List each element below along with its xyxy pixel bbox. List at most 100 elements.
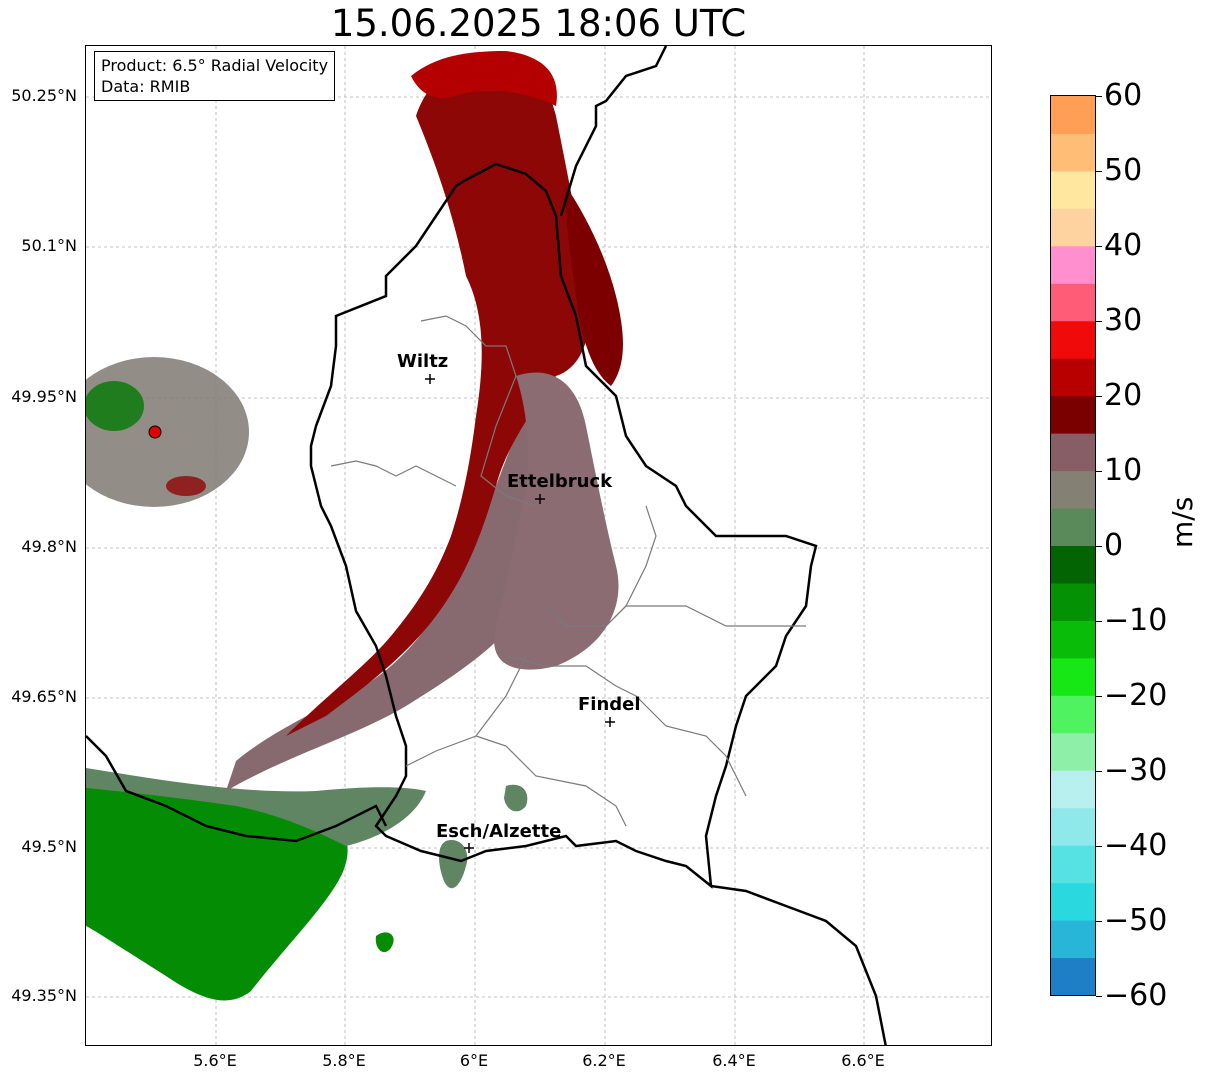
colorbar-tick-mark	[1096, 96, 1102, 97]
colorbar-band	[1051, 395, 1095, 434]
radar-echoes	[86, 51, 623, 1001]
colorbar-band	[1051, 433, 1095, 472]
colorbar-tick-label: −20	[1104, 678, 1168, 713]
echo-red-north	[411, 51, 557, 106]
colorbar-tick-mark	[1096, 396, 1102, 397]
echo-greygreen-southwest	[86, 768, 426, 846]
colorbar-band	[1051, 133, 1095, 172]
colorbar-tick-mark	[1096, 246, 1102, 247]
colorbar-band	[1051, 620, 1095, 659]
colorbar-unit: m/s	[1166, 496, 1199, 548]
colorbar-band	[1051, 283, 1095, 322]
x-tick-label: 6°E	[459, 1051, 489, 1070]
colorbar-tick-label: 40	[1104, 228, 1143, 263]
echo-grey-east	[494, 372, 619, 670]
x-tick-label: 6.6°E	[841, 1051, 885, 1070]
city-label-findel: Findel	[578, 694, 641, 715]
colorbar-tick-label: −40	[1104, 828, 1168, 863]
colorbar-band	[1051, 695, 1095, 734]
echo-patch-esch	[439, 840, 468, 889]
colorbar-tick-label: 50	[1104, 153, 1143, 188]
city-label-ettelbruck: Ettelbruck	[507, 471, 613, 492]
colorbar-tick-label: 0	[1104, 528, 1124, 563]
colorbar-band	[1051, 807, 1095, 846]
colorbar-tick-mark	[1096, 546, 1102, 547]
colorbar-tick-label: −10	[1104, 603, 1168, 638]
colorbar-tick-label: 10	[1104, 453, 1143, 488]
city-marker-wiltz	[425, 374, 435, 384]
colorbar-band	[1051, 96, 1095, 134]
city-marker-esch	[464, 843, 474, 853]
canton-borders	[330, 315, 806, 827]
colorbar-tick-mark	[1096, 846, 1102, 847]
colorbar-band	[1051, 770, 1095, 809]
city-markers	[425, 374, 615, 853]
colorbar-tick-label: −50	[1104, 903, 1168, 938]
colorbar-tick-mark	[1096, 621, 1102, 622]
colorbar-tick-mark	[1096, 471, 1102, 472]
echo-darkred-arc	[286, 60, 590, 736]
country-border-luxembourg	[309, 162, 818, 889]
x-tick-label: 6.2°E	[582, 1051, 626, 1070]
colorbar-gradient	[1051, 96, 1095, 995]
colorbar-tick-mark	[1096, 696, 1102, 697]
colorbar	[1050, 95, 1096, 996]
colorbar-tick-mark	[1096, 321, 1102, 322]
colorbar-tick-label: −30	[1104, 753, 1168, 788]
colorbar-tick-label: 30	[1104, 303, 1143, 338]
echo-maroon-east	[565, 186, 623, 386]
colorbar-tick-mark	[1096, 921, 1102, 922]
colorbar-tick-mark	[1096, 996, 1102, 997]
echo-radar-site-red	[166, 476, 206, 496]
colorbar-band	[1051, 170, 1095, 209]
colorbar-band	[1051, 470, 1095, 509]
y-tick-label: 49.8°N	[21, 537, 77, 556]
colorbar-tick-label: 20	[1104, 378, 1143, 413]
border-southeast	[710, 884, 887, 1045]
colorbar-band	[1051, 657, 1095, 696]
colorbar-band	[1051, 508, 1095, 546]
data-source-label: Data: RMIB	[101, 77, 191, 96]
colorbar-band	[1051, 920, 1095, 959]
radar-canvas	[86, 46, 991, 1045]
colorbar-band	[1051, 882, 1095, 921]
y-tick-label: 49.65°N	[11, 687, 77, 706]
colorbar-band	[1051, 732, 1095, 771]
y-tick-label: 50.25°N	[11, 86, 77, 105]
border-west-south	[86, 735, 388, 843]
echo-patch-findel	[504, 784, 528, 812]
colorbar-band	[1051, 582, 1095, 621]
echo-radar-site-green	[86, 381, 144, 431]
x-tick-label: 5.8°E	[322, 1051, 366, 1070]
colorbar-tick-mark	[1096, 171, 1102, 172]
colorbar-band	[1051, 957, 1095, 995]
colorbar-tick-label: 60	[1104, 78, 1143, 113]
map-title: 15.06.2025 18:06 UTC	[330, 2, 747, 45]
x-tick-label: 6.4°E	[712, 1051, 756, 1070]
colorbar-band	[1051, 845, 1095, 884]
city-marker-findel	[605, 717, 615, 727]
y-tick-label: 49.35°N	[11, 986, 77, 1005]
colorbar-band	[1051, 208, 1095, 247]
borders	[86, 46, 887, 1045]
x-tick-label: 5.6°E	[193, 1051, 237, 1070]
city-label-wiltz: Wiltz	[397, 351, 449, 372]
echo-green-southwest	[86, 776, 348, 1001]
colorbar-band	[1051, 358, 1095, 397]
colorbar-band	[1051, 320, 1095, 359]
product-label: Product: 6.5° Radial Velocity	[101, 56, 329, 75]
colorbar-band	[1051, 545, 1095, 584]
y-tick-label: 49.5°N	[21, 837, 77, 856]
radar-map[interactable]	[85, 45, 992, 1046]
border-east	[559, 46, 668, 217]
colorbar-band	[1051, 245, 1095, 284]
product-info-box: Product: 6.5° Radial Velocity Data: RMIB	[94, 51, 336, 101]
y-tick-label: 49.95°N	[11, 387, 77, 406]
colorbar-tick-mark	[1096, 771, 1102, 772]
city-label-esch: Esch/Alzette	[436, 821, 562, 842]
y-tick-label: 50.1°N	[21, 236, 77, 255]
radar-site-marker	[148, 425, 162, 439]
echo-patch-south	[375, 932, 394, 953]
colorbar-tick-label: −60	[1104, 978, 1168, 1013]
city-marker-ettelbruck	[535, 494, 545, 504]
